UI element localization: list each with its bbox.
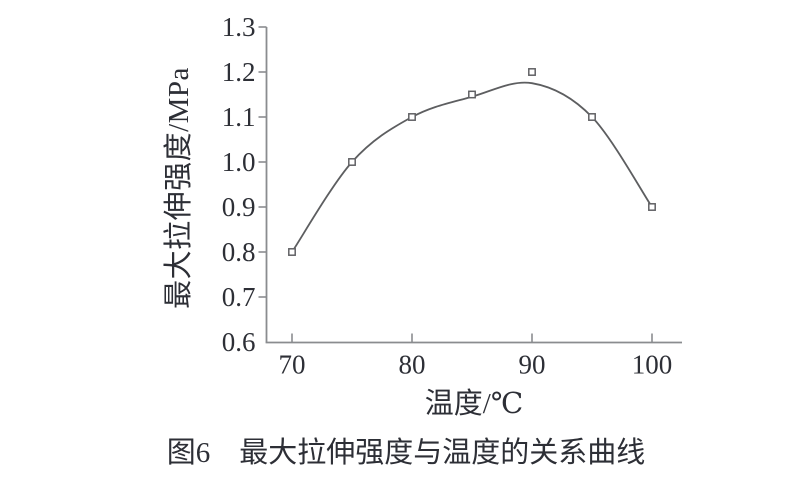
y-tick-label: 0.7 [222,282,256,312]
x-tick-label: 80 [399,350,426,380]
y-axis-label: 最大拉伸强度/MPa [163,67,195,309]
data-point-marker [348,158,356,166]
fit-curve [291,81,653,253]
data-point-marker [528,68,536,76]
figure-caption: 图6 最大拉伸强度与温度的关系曲线 [166,437,646,469]
data-point-marker [468,90,476,99]
y-tick-label: 1.1 [222,102,256,132]
y-tick-label: 1.0 [222,147,256,177]
data-point-marker [288,248,296,256]
y-tick-label: 1.3 [222,12,256,42]
y-tick-label: 0.6 [222,327,256,357]
y-tick-label: 0.9 [222,192,256,222]
x-tick-label: 90 [519,350,546,380]
data-point-marker [408,113,416,121]
x-tick-label: 70 [279,350,306,380]
x-axis-label: 温度/℃ [424,388,524,420]
data-point-marker [648,203,656,211]
y-tick-label: 1.2 [222,57,256,87]
data-point-marker [588,113,596,121]
y-tick-label: 0.8 [222,237,256,267]
x-tick-label: 100 [632,350,673,380]
